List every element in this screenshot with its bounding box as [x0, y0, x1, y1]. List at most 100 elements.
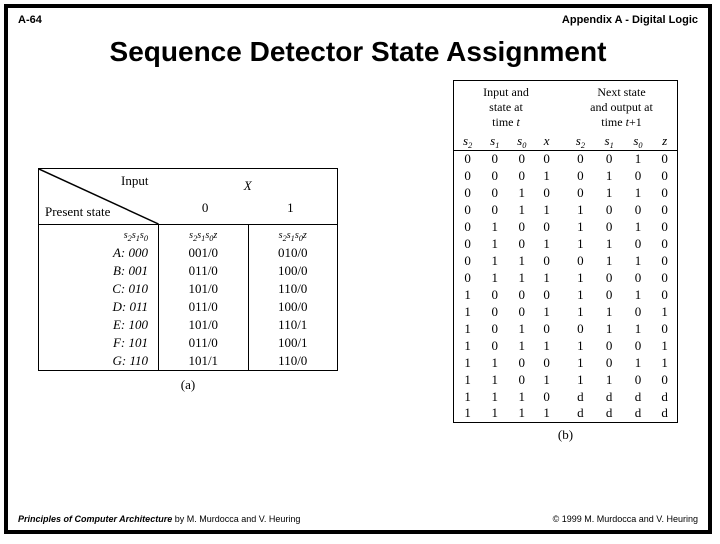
state-label: D: 011	[39, 298, 159, 316]
table-row: 01111000	[454, 269, 678, 286]
out-3: 1	[652, 303, 677, 320]
out-3: 0	[652, 320, 677, 337]
cell-0: 101/0	[159, 280, 249, 298]
in-0: 1	[454, 303, 482, 320]
cell-0: 101/1	[159, 352, 249, 371]
out-0: d	[566, 388, 595, 405]
col-in-0: s2	[454, 133, 482, 151]
in-3: 0	[535, 218, 558, 235]
in-1: 1	[481, 354, 508, 371]
in-2: 1	[508, 201, 535, 218]
out-1: 1	[595, 371, 624, 388]
cell-0: 011/0	[159, 334, 249, 352]
out-1: 0	[595, 201, 624, 218]
col-out-3: z	[652, 133, 677, 151]
in-0: 1	[454, 320, 482, 337]
table-row: B: 001011/0100/0	[39, 262, 338, 280]
out-2: d	[624, 388, 653, 405]
out-3: 0	[652, 371, 677, 388]
in-0: 1	[454, 405, 482, 422]
out-3: 1	[652, 354, 677, 371]
in-1: 0	[481, 167, 508, 184]
out-0: 0	[566, 150, 595, 167]
state-label: C: 010	[39, 280, 159, 298]
hr1: Next state	[570, 85, 673, 100]
in-2: 1	[508, 252, 535, 269]
in-0: 0	[454, 252, 482, 269]
cell-1: 100/0	[248, 298, 338, 316]
cell-0: 011/0	[159, 298, 249, 316]
in-2: 0	[508, 354, 535, 371]
out-2: 0	[624, 303, 653, 320]
out-3: 0	[652, 201, 677, 218]
out-1: 0	[595, 286, 624, 303]
in-3: 1	[535, 371, 558, 388]
state-label: B: 001	[39, 262, 159, 280]
in-3: 1	[535, 405, 558, 422]
out-1: 1	[595, 303, 624, 320]
cell-1: 110/0	[248, 280, 338, 298]
in-2: 1	[508, 320, 535, 337]
cell-1: 100/1	[248, 334, 338, 352]
in-2: 1	[508, 337, 535, 354]
out-2: 1	[624, 184, 653, 201]
table-row: 10100110	[454, 320, 678, 337]
in-3: 0	[535, 388, 558, 405]
out-2: 0	[624, 337, 653, 354]
out-1: 1	[595, 167, 624, 184]
out-2: 1	[624, 218, 653, 235]
table-row: C: 010101/0110/0	[39, 280, 338, 298]
page-number: A-64	[18, 14, 42, 26]
in-1: 1	[481, 252, 508, 269]
out-2: 0	[624, 371, 653, 388]
in-3: 0	[535, 184, 558, 201]
in-1: 0	[481, 303, 508, 320]
in-2: 1	[508, 388, 535, 405]
out-0: 0	[566, 320, 595, 337]
out-3: 0	[652, 150, 677, 167]
out-2: 0	[624, 201, 653, 218]
out-1: 0	[595, 354, 624, 371]
out-3: 0	[652, 252, 677, 269]
table-row: 01100110	[454, 252, 678, 269]
in-2: 0	[508, 218, 535, 235]
in-2: 0	[508, 150, 535, 167]
out-0: 1	[566, 201, 595, 218]
present-sub: s2s1s0	[124, 230, 148, 241]
out-3: 1	[652, 337, 677, 354]
in-1: 0	[481, 150, 508, 167]
table-b: Input and state at time t Next state and…	[453, 80, 678, 423]
out-3: 0	[652, 167, 677, 184]
in-2: 0	[508, 286, 535, 303]
state-label: F: 101	[39, 334, 159, 352]
page-title: Sequence Detector State Assignment	[8, 36, 708, 68]
in-3: 1	[535, 167, 558, 184]
hl3: time t	[458, 115, 554, 130]
cell-1: 100/0	[248, 262, 338, 280]
out-2: 0	[624, 167, 653, 184]
out-0: d	[566, 405, 595, 422]
head-right: Next state and output at time t+1	[566, 81, 678, 133]
out-1: 1	[595, 235, 624, 252]
in-1: 1	[481, 371, 508, 388]
in-3: 1	[535, 201, 558, 218]
diag-label-present: Present state	[45, 204, 110, 220]
col-in-2: s0	[508, 133, 535, 151]
in-3: 1	[535, 337, 558, 354]
state-label: E: 100	[39, 316, 159, 334]
out-0: 0	[566, 167, 595, 184]
caption-a: (a)	[38, 377, 338, 393]
cell-1: 110/1	[248, 316, 338, 334]
table-row: 1111dddd	[454, 405, 678, 422]
out-2: d	[624, 405, 653, 422]
out-1: d	[595, 388, 624, 405]
table-a: Input Present state X 0 1 s2s1s0 s2s1s0z…	[38, 168, 338, 371]
table-row: 01001010	[454, 218, 678, 235]
table-row: 00100110	[454, 184, 678, 201]
state-label: G: 110	[39, 352, 159, 371]
in-1: 1	[481, 269, 508, 286]
out-0: 0	[566, 184, 595, 201]
in-3: 0	[535, 252, 558, 269]
table-row: 00010100	[454, 167, 678, 184]
in-1: 1	[481, 388, 508, 405]
